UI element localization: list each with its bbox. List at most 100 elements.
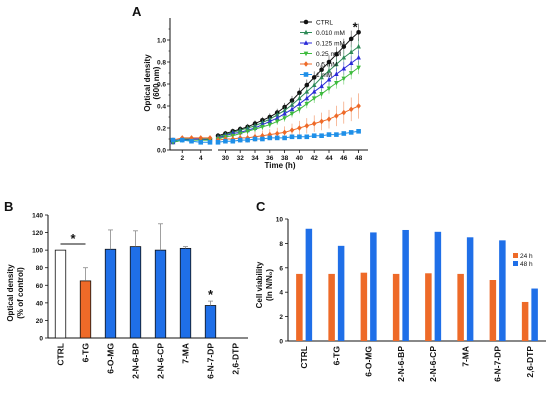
- panel-b-y-tick-label: 0: [39, 336, 43, 343]
- panel-a-data-point: [245, 137, 250, 143]
- panel-c-category-label: CTRL: [299, 346, 309, 369]
- panel-a-data-point: [297, 90, 302, 96]
- panel-b-category-label: 6-TG: [81, 343, 91, 363]
- panel-c-bar: [457, 273, 464, 341]
- panel-c-letter: C: [256, 199, 266, 214]
- panel-a-series-line: [217, 31, 359, 137]
- panel-a-data-point: [311, 75, 317, 80]
- panel-a-data-point: [304, 89, 310, 94]
- panel-a-data-point: [348, 49, 354, 54]
- panel-a-data-point: [282, 111, 287, 116]
- panel-c-bar: [328, 273, 335, 341]
- panel-a-data-point: [289, 134, 295, 140]
- panel-c-bar: [402, 229, 409, 341]
- panel-b-y-tick-label: 120: [32, 230, 43, 237]
- panel-a-y-tick-label: 0.4: [157, 103, 166, 110]
- panel-c-bar: [425, 273, 432, 341]
- panel-c-category-label: 6-O-MG: [364, 346, 374, 377]
- panel-a-data-point: [274, 119, 280, 125]
- panel-a-data-point: [207, 135, 213, 141]
- panel-a-x-tick-label: 32: [237, 155, 245, 162]
- panel-a-y-tick-label: 0.6: [157, 81, 166, 88]
- panel-b-category-label: 6-O-MG: [106, 343, 116, 374]
- panel-a-data-point: [341, 109, 347, 116]
- panel-a-data-point: [230, 138, 236, 144]
- panel-c-bar: [392, 273, 400, 341]
- panel-a-legend-label: 1 mM: [316, 72, 332, 79]
- panel-b-bar: [129, 246, 142, 339]
- panel-c-category-label: 6-N-7-DP: [493, 346, 503, 382]
- panel-c-legend-swatch: [513, 253, 518, 258]
- panel-a-legend-marker: [303, 72, 309, 77]
- panel-b-y-tick-label: 100: [32, 248, 43, 255]
- panel-c-bar: [296, 273, 303, 341]
- panel-a-data-point: [341, 76, 347, 82]
- panel-a-data-point: [341, 131, 347, 136]
- panel-a-data-point: [304, 134, 310, 140]
- panel-a-y-tick-label: 0.8: [157, 59, 166, 66]
- panel-a-line-chart: Optical density (600 nm) Time (h) 0.0 0.2…: [143, 18, 368, 170]
- panel-a-data-point: [297, 101, 302, 106]
- panel-c-bar: [466, 237, 474, 341]
- panel-a-data-point: [356, 54, 361, 60]
- panel-b-bar: [179, 247, 192, 339]
- panel-a-ylabel-line2: (600 nm): [152, 66, 161, 99]
- panel-b-significance-star: *: [208, 287, 214, 302]
- panel-a-data-point: [223, 138, 228, 144]
- panel-a-data-point: [348, 106, 354, 113]
- panel-c-bar: [499, 240, 506, 341]
- panel-a-x-tick-label: 30: [222, 155, 230, 162]
- panel-a-x-tick-label: 40: [296, 155, 304, 162]
- panel-c-y-tick-label: 4: [279, 290, 283, 297]
- panel-a-data-point: [297, 125, 302, 131]
- panel-a-x-tick-label: 36: [266, 155, 274, 162]
- panel-a-data-point: [289, 98, 295, 103]
- panel-c-category-label: 7-MA: [460, 346, 470, 367]
- panel-a-data-point: [170, 137, 176, 143]
- panel-a-x-tick-label: 42: [311, 155, 319, 162]
- panel-a-data-point: [311, 96, 317, 101]
- panel-a-data-point: [341, 65, 347, 71]
- panel-b-category-label: 7-MA: [181, 343, 191, 364]
- panel-c-bar: [370, 232, 377, 341]
- panel-a-data-point: [260, 125, 265, 130]
- panel-a-series-line: [217, 57, 359, 139]
- panel-c-bar: [521, 301, 529, 341]
- panel-a-letter: A: [132, 4, 142, 19]
- panel-a-data-point: [282, 129, 287, 136]
- panel-a-data-point: [311, 120, 317, 127]
- panel-b-y-tick-label: 20: [36, 318, 44, 325]
- panel-a-data-point: [267, 122, 273, 128]
- panel-a-data-point: [304, 101, 310, 107]
- panel-c-y-tick-label: 0: [279, 339, 283, 346]
- panel-a-data-point: [198, 135, 204, 141]
- panel-a-data-point: [326, 116, 332, 122]
- panel-b-category-label: 6-N-7-DP: [206, 343, 216, 379]
- panel-a-data-point: [274, 112, 280, 117]
- panel-a-data-point: [319, 67, 324, 72]
- panel-a-data-point: [326, 59, 332, 65]
- panel-a-data-point: [348, 60, 354, 65]
- panel-b-bar: [104, 248, 117, 339]
- panel-c-legend-swatch: [513, 261, 518, 266]
- panel-c-bar: [360, 272, 368, 341]
- panel-a-data-point: [252, 136, 258, 142]
- panel-a-legend-label: 0.010 mM: [316, 30, 345, 37]
- panel-a-data-point: [215, 140, 221, 145]
- panel-a-data-point: [319, 74, 324, 80]
- panel-a-legend-label: CTRL: [316, 19, 333, 26]
- panel-b-category-label: 2-N-6-CP: [156, 343, 166, 379]
- panel-b-category-label: 2-N-6-BP: [131, 343, 141, 379]
- panel-a-legend-marker: [303, 61, 309, 67]
- panel-a-x-tick-label: 38: [281, 155, 289, 162]
- panel-a-y-tick-label: 0.0: [157, 147, 166, 154]
- panel-a-data-point: [334, 81, 339, 86]
- panel-a-x-tick-label: 4: [199, 155, 203, 162]
- panel-b-bar: [54, 249, 67, 339]
- panel-a-data-point: [179, 137, 185, 143]
- panel-a-x-tick-label: 48: [355, 155, 363, 162]
- panel-a-data-point: [289, 127, 295, 133]
- panel-a-data-point: [334, 71, 339, 76]
- panel-a-data-point: [311, 89, 317, 94]
